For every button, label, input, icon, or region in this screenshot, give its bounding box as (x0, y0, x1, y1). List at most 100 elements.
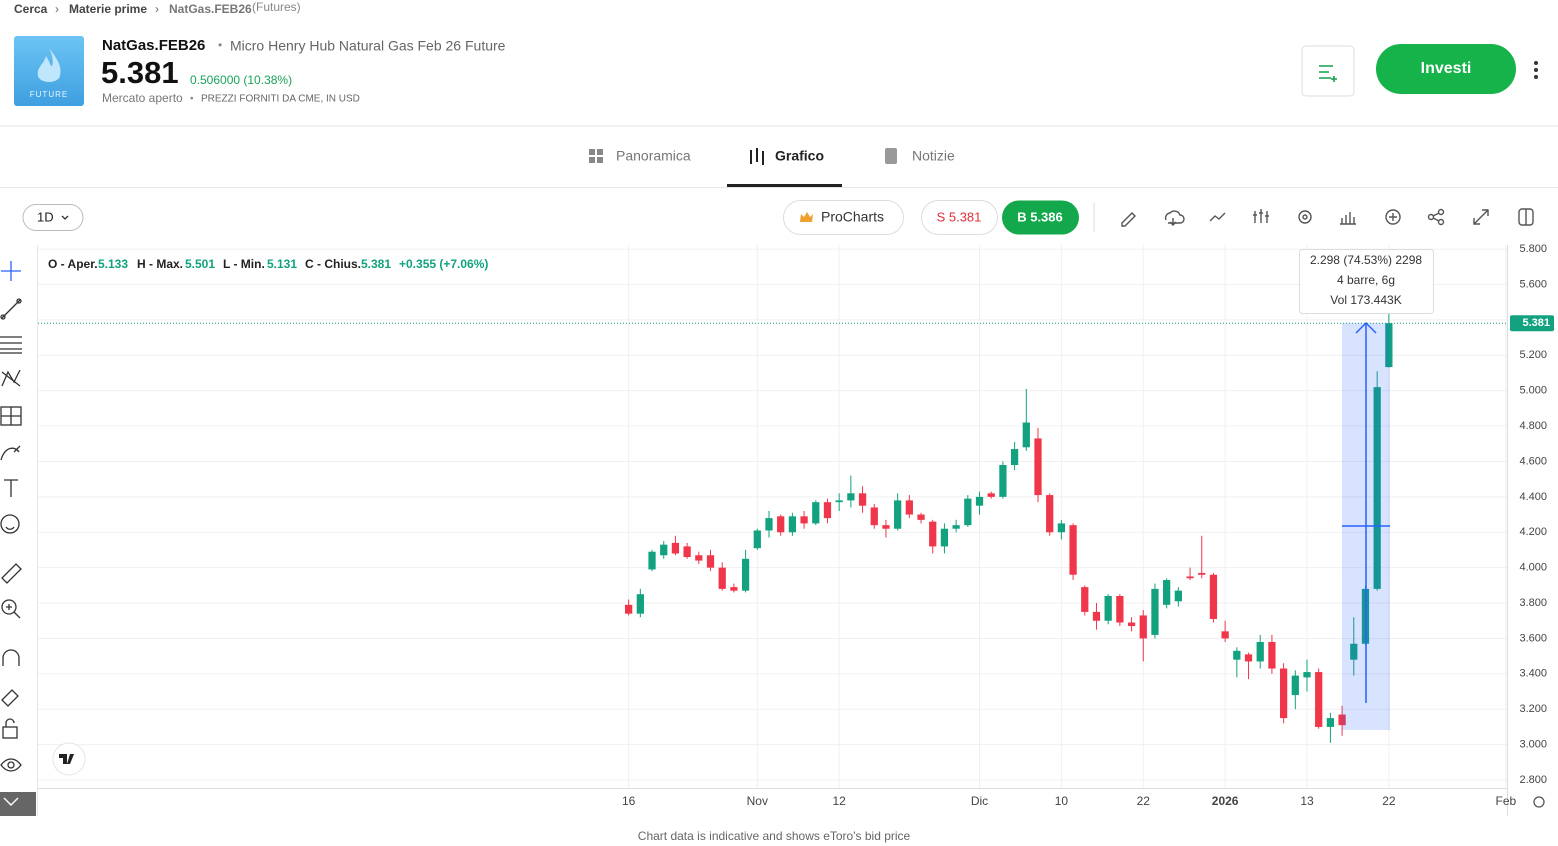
candle-body (1303, 672, 1311, 678)
candle-body (812, 502, 820, 524)
candle-body (1326, 718, 1335, 727)
y-tick-label: 4.400 (1519, 491, 1547, 503)
candle-body (741, 558, 750, 591)
candle-body (894, 500, 902, 529)
procharts-button[interactable] (783, 200, 904, 235)
drawing-tools[interactable] (0, 261, 22, 772)
y-tick-label: 3.400 (1519, 668, 1547, 680)
candle-body (952, 525, 960, 529)
last-price-tag (1510, 315, 1554, 332)
candle-body (929, 521, 937, 547)
legend-value: 5.381 (361, 257, 391, 271)
candle-body (683, 546, 691, 558)
candle-body (1233, 650, 1241, 660)
last-price-label: 5.381 (1522, 317, 1550, 329)
x-tick-label: 16 (622, 794, 636, 808)
tab-icon (750, 148, 764, 165)
logo-text: FUTURE (30, 90, 68, 99)
legend-label: O - Aper. (48, 257, 98, 271)
price: 5.381 (101, 55, 179, 90)
candle-body (718, 567, 726, 589)
candle-body (1127, 622, 1136, 627)
price-change: 0.506000 (10.38%) (190, 73, 292, 87)
breadcrumb-link[interactable]: Materie prime (69, 2, 147, 16)
watchlist-button[interactable] (1301, 45, 1355, 97)
candle-body (1209, 574, 1218, 619)
x-tick-label: 12 (832, 794, 846, 808)
candle-body (1198, 572, 1206, 575)
candle-body (999, 464, 1007, 497)
x-tick-label: 13 (1300, 794, 1314, 808)
y-tick-label: 2.800 (1519, 774, 1547, 786)
candle-body (1373, 387, 1381, 589)
measure-text: 2.298 (74.53%) 2298 (1310, 253, 1422, 267)
chevron (61, 215, 69, 220)
candle-body (1244, 654, 1253, 662)
candle-body (1256, 641, 1264, 662)
buy-button[interactable] (1002, 200, 1079, 235)
candle-body (788, 516, 797, 533)
price-source: PREZZI FORNITI DA CME, IN USD (201, 94, 360, 105)
grid (38, 245, 1507, 788)
y-tick-label: 3.000 (1519, 739, 1547, 751)
candle-body (870, 507, 878, 526)
candle-body (882, 525, 890, 529)
buy-label: B 5.386 (1017, 209, 1063, 224)
tab-icon (885, 148, 897, 164)
candle-body (1163, 580, 1171, 605)
invest-button[interactable] (1376, 44, 1516, 94)
candle-body (671, 542, 680, 554)
candle-body (1046, 495, 1054, 533)
candle-body (1315, 672, 1323, 727)
candle-body (800, 516, 808, 524)
tab[interactable]: Notizie (912, 148, 955, 164)
y-tick-label: 4.800 (1519, 420, 1547, 432)
measure-arrowhead (1355, 321, 1377, 334)
crown-icon (800, 212, 813, 222)
candle-body (1291, 675, 1299, 696)
y-tick-label: 4.600 (1519, 455, 1547, 467)
interval-select[interactable] (22, 204, 84, 231)
candle-body (1022, 422, 1030, 448)
candle-body (765, 518, 773, 531)
candle-body (858, 493, 867, 506)
measure-tooltip (1299, 249, 1434, 314)
candle-body (695, 555, 703, 561)
tab[interactable]: Panoramica (616, 148, 691, 164)
candle-body (823, 502, 832, 519)
x-tick-label: Feb (1495, 794, 1516, 808)
sell-label: S 5.381 (937, 209, 982, 224)
candle-body (1186, 576, 1194, 579)
legend-change: +0.355 (+7.06%) (399, 257, 488, 271)
candle-body (777, 516, 785, 533)
candle-body (1116, 595, 1124, 623)
legend-label: C - Chius. (305, 257, 361, 271)
y-tick-label: 3.600 (1519, 632, 1547, 644)
chart-tools[interactable] (1121, 208, 1534, 227)
candle-body (1338, 714, 1346, 726)
tv-logo-mark (59, 754, 74, 764)
candle-body (1279, 668, 1288, 719)
more-menu[interactable] (1534, 61, 1538, 79)
y-tick-label: 4.000 (1519, 562, 1547, 574)
y-tick-label: 3.800 (1519, 597, 1547, 609)
candle-body (730, 587, 738, 591)
sell-button[interactable] (921, 200, 998, 235)
legend-label: L - Min. (223, 257, 265, 271)
candle-body (975, 496, 984, 506)
legend-value: 5.131 (267, 257, 297, 271)
candle-body (706, 555, 715, 568)
candle-body (964, 498, 972, 526)
tab-active[interactable]: Grafico (775, 148, 824, 164)
candles (625, 301, 1393, 743)
candle-body (1385, 323, 1393, 368)
candle-body (1057, 523, 1066, 533)
toolbar-toggle[interactable] (0, 792, 36, 816)
axis-settings[interactable] (1533, 796, 1545, 808)
chevron (3, 797, 19, 806)
ohlc-legend: O - Aper. 5.133 H - Max. 5.501 L - Min. … (48, 257, 488, 271)
candle-body (940, 528, 949, 547)
x-tick-label: 2026 (1212, 794, 1239, 808)
breadcrumb-link[interactable]: Cerca (14, 2, 48, 16)
